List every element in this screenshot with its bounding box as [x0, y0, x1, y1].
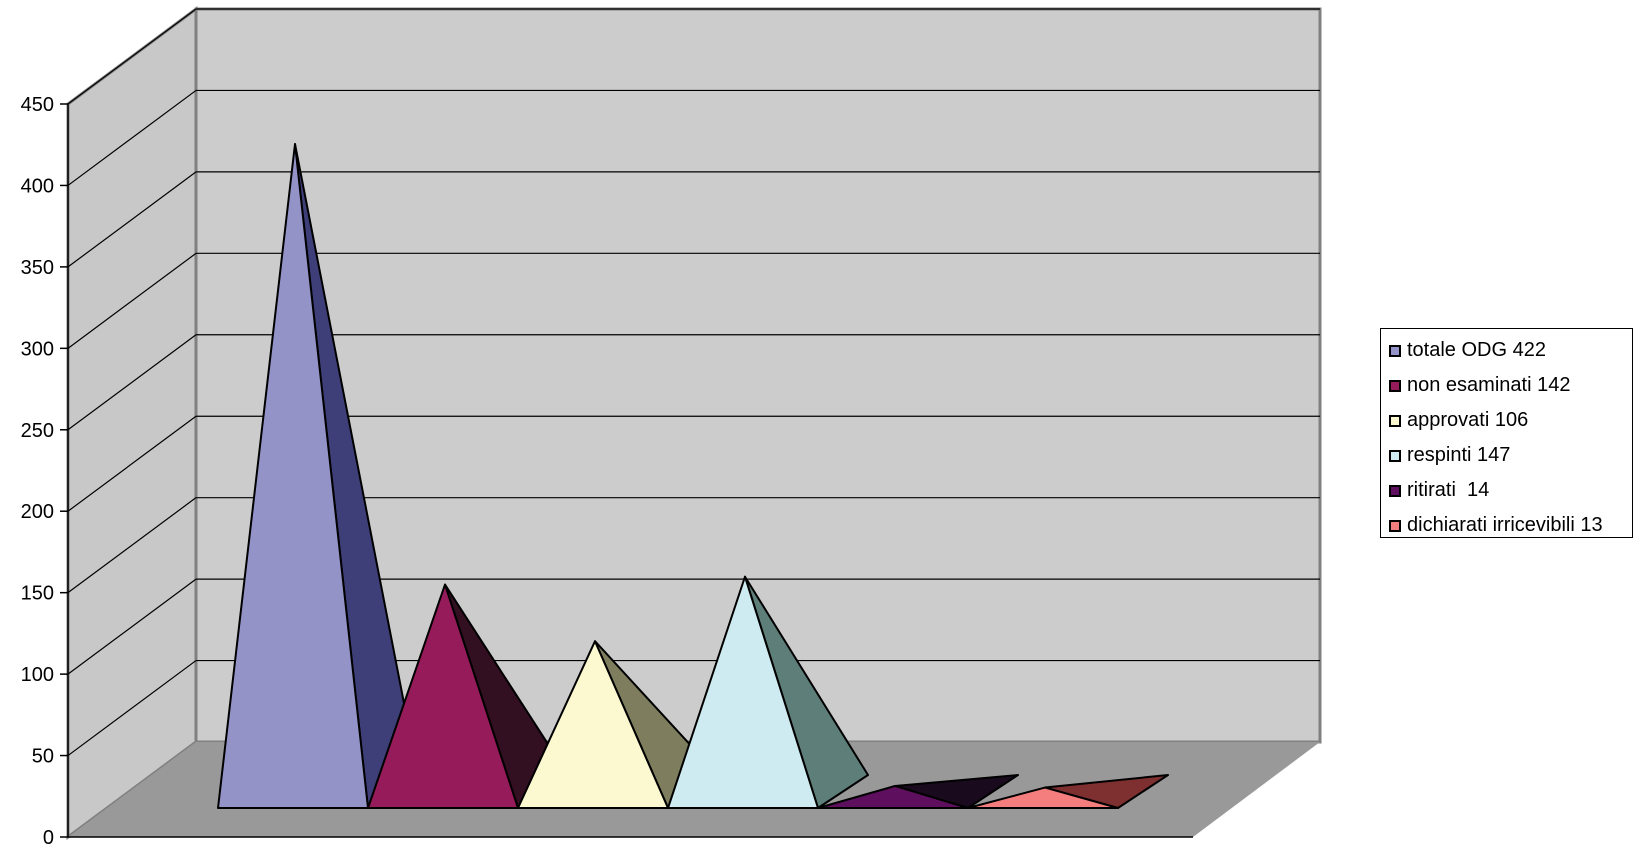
gridline: [67, 497, 197, 594]
bar: [967, 774, 1169, 809]
gridline: [67, 660, 197, 757]
legend-swatch: [1389, 519, 1401, 532]
gridline: [67, 252, 197, 349]
bar: [817, 774, 1019, 809]
bar-front: [817, 784, 969, 809]
bar-front: [367, 583, 519, 809]
legend-label: respinti 147: [1407, 444, 1511, 466]
gridline: [67, 334, 197, 431]
y-tick-label: 300: [21, 338, 54, 360]
legend-label: dichiarati irricevibili 13: [1407, 514, 1603, 536]
legend-swatch: [1389, 344, 1401, 357]
legend-item: non esaminati 142: [1389, 368, 1632, 403]
bar: [667, 575, 869, 809]
legend-item: respinti 147: [1389, 438, 1632, 473]
y-tick-label: 400: [21, 175, 54, 197]
legend-label: totale ODG 422: [1407, 339, 1546, 361]
legend-label: non esaminati 142: [1407, 374, 1571, 396]
y-tick-label: 0: [43, 827, 54, 848]
y-tick-label: 150: [21, 583, 54, 605]
legend-item: totale ODG 422: [1389, 333, 1632, 368]
legend-swatch: [1389, 484, 1401, 497]
legend-item: ritirati 14: [1389, 473, 1632, 508]
legend: totale ODG 422 non esaminati 142 approvati…: [1380, 328, 1633, 538]
gridline: [67, 89, 197, 186]
y-tick-label: 250: [21, 420, 54, 442]
y-tick-label: 350: [21, 257, 54, 279]
legend-label: approvati 106: [1407, 409, 1529, 431]
y-tick-label: 450: [21, 94, 54, 116]
bar-front: [667, 575, 819, 809]
legend-label: ritirati 14: [1407, 479, 1490, 501]
bar-front: [217, 143, 369, 809]
bar-front: [967, 786, 1119, 809]
gridline: [67, 415, 197, 512]
gridline: [67, 8, 197, 105]
legend-item: dichiarati irricevibili 13: [1389, 508, 1632, 543]
gridline: [67, 578, 197, 675]
y-tick-label: 50: [32, 746, 54, 768]
gridline: [67, 171, 197, 268]
y-tick-label: 100: [21, 664, 54, 686]
y-tick-label: 200: [21, 501, 54, 523]
legend-swatch: [1389, 449, 1401, 462]
bar: [367, 583, 569, 809]
legend-swatch: [1389, 379, 1401, 392]
bar-front: [517, 640, 669, 809]
legend-item: approvati 106: [1389, 403, 1632, 438]
legend-swatch: [1389, 414, 1401, 427]
side-wall: [66, 6, 198, 840]
bar: [217, 143, 419, 809]
